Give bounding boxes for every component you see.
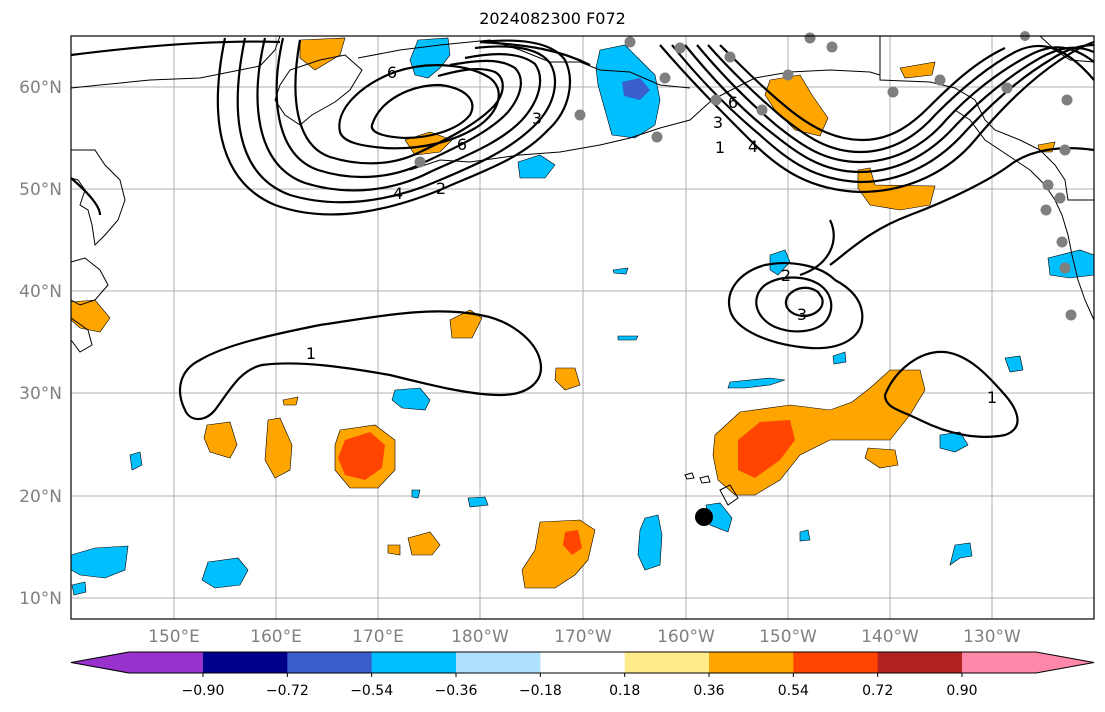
lon-label: 140°W bbox=[861, 627, 919, 647]
lat-label: 30°N bbox=[19, 384, 62, 404]
contour-label: 6 bbox=[728, 93, 738, 112]
longitude-labels: 150°E 160°E 170°E 180°W 170°W 160°W 150°… bbox=[148, 627, 1021, 647]
strong-negative-anomaly-patch bbox=[622, 78, 650, 100]
colorbar-segment bbox=[371, 652, 457, 673]
contour-label: 6 bbox=[387, 63, 397, 82]
strong-positive-anomaly-patches bbox=[338, 420, 795, 555]
lon-label: 130°W bbox=[963, 627, 1021, 647]
lat-label: 60°N bbox=[19, 78, 62, 98]
colorbar-segment bbox=[624, 652, 710, 673]
lon-label: 160°E bbox=[250, 627, 302, 647]
contour-label: 1 bbox=[306, 344, 316, 363]
storm-center-marker bbox=[695, 508, 713, 526]
colorbar-segment bbox=[709, 652, 794, 673]
colorbar-tick-label: 0.90 bbox=[946, 683, 977, 699]
colorbar-tick-label: −0.90 bbox=[182, 683, 225, 699]
plot-frame bbox=[70, 35, 1095, 620]
colorbar-tick-label: −0.18 bbox=[519, 683, 562, 699]
colorbar-tick-label: 0.72 bbox=[862, 683, 893, 699]
latitude-labels: 60°N 50°N 40°N 30°N 20°N 10°N bbox=[19, 78, 62, 609]
lon-label: 150°E bbox=[148, 627, 200, 647]
colorbar-tick-label: 0.54 bbox=[778, 683, 809, 699]
colorbar: −0.90 −0.72 −0.54 −0.36 −0.18 0.18 0.36 … bbox=[70, 651, 1095, 699]
colorbar-outline bbox=[70, 651, 1095, 674]
contour-label: 4 bbox=[748, 137, 758, 156]
colorbar-tick-label: −0.36 bbox=[435, 683, 478, 699]
contour-label: 3 bbox=[797, 305, 807, 324]
lat-label: 10°N bbox=[19, 589, 62, 609]
station-markers bbox=[414, 31, 1077, 321]
lat-label: 20°N bbox=[19, 487, 62, 507]
contour-label: 3 bbox=[713, 113, 723, 132]
contour-label: 1 bbox=[987, 388, 997, 407]
colorbar-extend-high bbox=[962, 652, 1094, 673]
lon-label: 170°E bbox=[352, 627, 404, 647]
colorbar-tick-label: −0.72 bbox=[266, 683, 309, 699]
contour-label: 3 bbox=[532, 109, 542, 128]
contour-label: 2 bbox=[781, 266, 791, 285]
colorbar-segment bbox=[287, 652, 373, 673]
colorbar-segment bbox=[877, 652, 963, 673]
colorbar-tick-label: −0.54 bbox=[350, 683, 393, 699]
contour-label-group: 6 6 3 2 4 1 3 6 4 2 3 1 1 bbox=[306, 63, 997, 407]
lon-label: 170°W bbox=[554, 627, 612, 647]
contour-label: 4 bbox=[393, 184, 403, 203]
lon-label: 160°W bbox=[657, 627, 715, 647]
colorbar-tick-label: 0.36 bbox=[693, 683, 724, 699]
lon-label: 150°W bbox=[759, 627, 817, 647]
contour-label: 2 bbox=[436, 179, 446, 198]
colorbar-segment bbox=[203, 652, 288, 673]
contour-label: 1 bbox=[715, 138, 725, 157]
colorbar-segment bbox=[456, 652, 541, 673]
contour-label: 6 bbox=[457, 135, 467, 154]
colorbar-tick-label: 0.18 bbox=[609, 683, 640, 699]
lon-label: 180°W bbox=[451, 627, 509, 647]
colorbar-segment bbox=[793, 652, 879, 673]
lat-label: 50°N bbox=[19, 180, 62, 200]
colorbar-segment bbox=[540, 652, 626, 673]
colorbar-extend-low bbox=[71, 652, 203, 673]
map-title: 2024082300 F072 bbox=[479, 9, 626, 28]
lat-label: 40°N bbox=[19, 282, 62, 302]
